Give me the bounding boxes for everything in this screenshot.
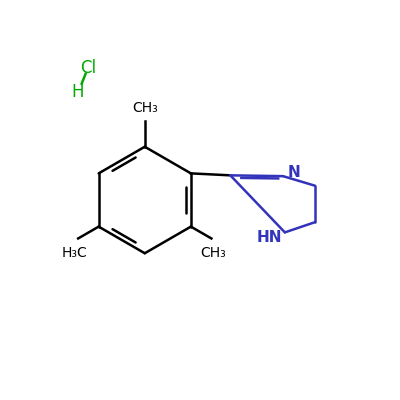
Text: Cl: Cl	[80, 59, 96, 77]
Text: N: N	[288, 165, 300, 180]
Text: H: H	[72, 82, 84, 100]
Text: CH₃: CH₃	[200, 246, 226, 260]
Text: H₃C: H₃C	[61, 246, 87, 260]
Text: CH₃: CH₃	[132, 101, 158, 115]
Text: HN: HN	[256, 230, 282, 245]
